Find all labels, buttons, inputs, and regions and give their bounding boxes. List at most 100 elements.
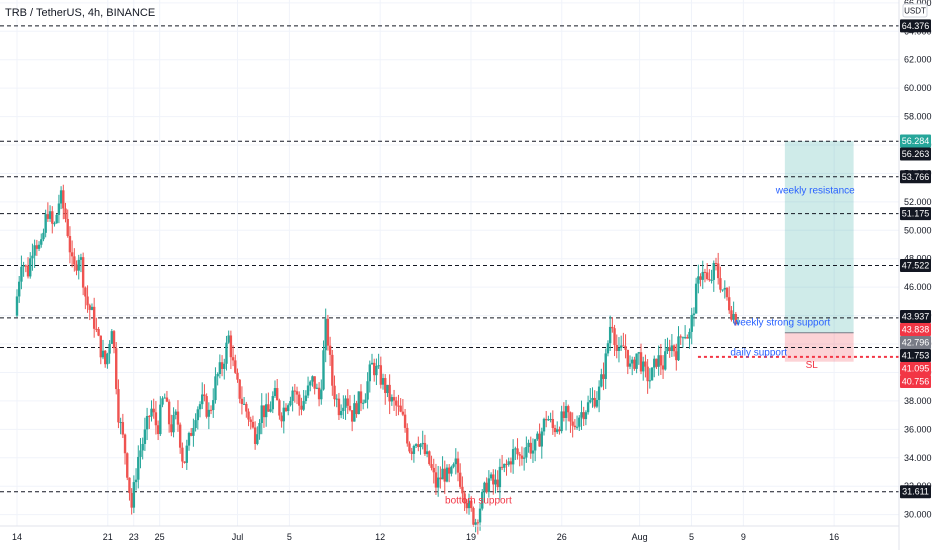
candle [95, 317, 98, 333]
price-tick-label: 36.000 [904, 424, 932, 434]
annotation-text[interactable]: weekly resistance [775, 185, 855, 196]
candle [443, 460, 446, 495]
candle [571, 412, 574, 438]
candle [690, 307, 693, 345]
candle [205, 393, 208, 419]
candle [181, 442, 184, 469]
candle [143, 417, 147, 451]
candle [525, 436, 528, 463]
candle [269, 401, 272, 413]
candle [251, 415, 255, 429]
time-axis[interactable]: 14 21 23 25 Jul 5 12 19 26 Aug 5 9 16 [12, 532, 839, 542]
candle [315, 383, 319, 390]
candle [545, 410, 548, 428]
candle [450, 465, 453, 477]
candle [64, 202, 67, 223]
candle [461, 476, 464, 502]
candle [339, 404, 343, 419]
candle [176, 400, 180, 432]
candle [51, 206, 54, 234]
candle [595, 391, 599, 409]
candle [723, 280, 727, 299]
candle [399, 398, 402, 413]
candle [648, 368, 652, 389]
time-tick-label: Aug [632, 532, 648, 542]
candle [423, 434, 427, 456]
candle [73, 248, 76, 272]
candle [675, 343, 678, 371]
price-tag-label: 56.284 [902, 136, 930, 146]
candle [558, 426, 561, 435]
candle [481, 489, 484, 511]
candle [697, 264, 700, 294]
time-tick-label: 12 [375, 532, 385, 542]
candle [227, 330, 230, 344]
annotation-text[interactable]: weekly strong support [732, 318, 830, 329]
candle [467, 493, 471, 515]
candle [253, 421, 257, 450]
price-tick-label: 50.000 [904, 225, 932, 235]
long-position-tool[interactable] [784, 140, 854, 362]
annotation-text[interactable]: bottom support [445, 495, 512, 506]
candle [37, 241, 41, 252]
candle [540, 427, 543, 459]
candle [410, 447, 413, 461]
candle [624, 334, 627, 359]
candle [15, 289, 19, 318]
candle [644, 354, 647, 378]
candle [156, 420, 160, 441]
candle [556, 421, 559, 434]
candle [331, 349, 334, 396]
candle [708, 269, 711, 282]
candle [262, 405, 266, 428]
candle [59, 186, 63, 210]
candle [600, 368, 603, 388]
candle [639, 343, 643, 375]
candle [245, 401, 248, 418]
candle [97, 326, 100, 337]
candle [359, 384, 363, 412]
annotation-text[interactable]: SL [806, 360, 819, 371]
candle [106, 352, 109, 369]
annotation-text[interactable]: daily support [730, 347, 787, 358]
candle [392, 389, 396, 411]
candle [681, 336, 685, 348]
price-tag: 31.611 [900, 485, 931, 499]
candle [154, 401, 158, 435]
time-tick-label: 5 [287, 532, 292, 542]
candle [384, 374, 387, 405]
candle [337, 392, 341, 420]
price-tag-label: 53.766 [902, 172, 930, 182]
candle [44, 209, 47, 238]
position-target-zone[interactable] [784, 140, 854, 333]
price-tag-label: 31.611 [902, 487, 929, 497]
candle [419, 443, 422, 455]
candle [335, 394, 338, 408]
candle [68, 226, 72, 264]
candle [507, 457, 510, 467]
candle [430, 455, 433, 471]
candle [655, 358, 658, 370]
candle [388, 374, 391, 415]
candle [463, 490, 466, 511]
price-tag: 41.095 [900, 361, 931, 375]
candle [229, 330, 233, 369]
candle [593, 390, 596, 409]
candle [24, 264, 28, 273]
candle [637, 351, 641, 365]
candle [734, 312, 738, 326]
candle [295, 386, 299, 405]
candle [70, 240, 74, 268]
candle [62, 184, 65, 220]
candle [280, 412, 283, 428]
candle [611, 317, 614, 333]
candle [313, 376, 316, 395]
candle [117, 379, 120, 429]
price-tick-label: 52.000 [904, 197, 932, 207]
candle [509, 457, 513, 473]
candle [668, 339, 671, 358]
candle [29, 252, 32, 279]
currency-badge[interactable]: USDT [902, 3, 928, 18]
candle [79, 253, 83, 273]
